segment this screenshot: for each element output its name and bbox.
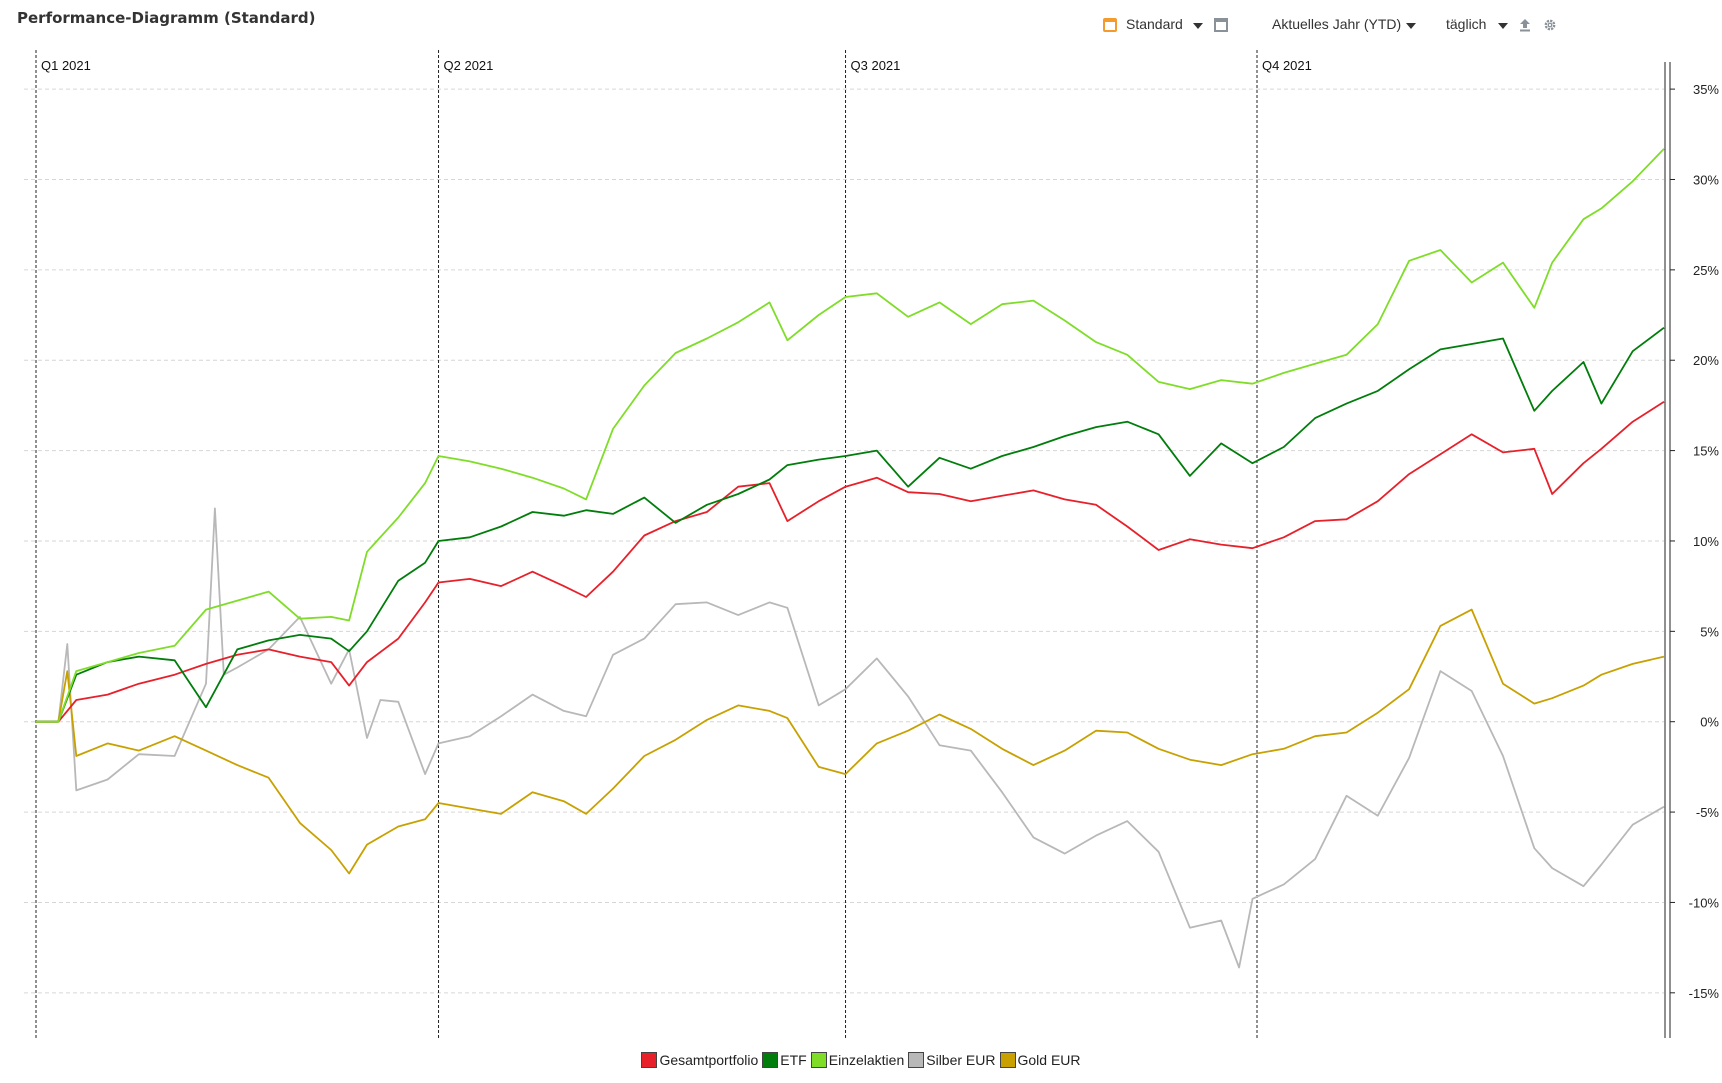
legend-label: Silber EUR <box>926 1052 996 1068</box>
grid-layer <box>24 88 1664 994</box>
window-icon[interactable] <box>1214 18 1228 32</box>
quarter-label: Q1 2021 <box>41 58 91 73</box>
y-tick-label: 15% <box>1693 444 1719 459</box>
performance-chart: Q1 2021 Q2 2021 Q3 2021 Q4 2021 35% 30% 25% 20… <box>24 50 1720 1038</box>
legend-label: Einzelaktien <box>828 1052 905 1068</box>
series-line-gold-eur[interactable] <box>36 608 1665 875</box>
legend-swatch <box>762 1052 779 1068</box>
series-line-silber-eur[interactable] <box>36 507 1665 969</box>
y-tick-label: 5% <box>1700 624 1719 639</box>
chevron-down-icon[interactable] <box>1498 23 1508 29</box>
y-tick-label: 30% <box>1693 172 1719 187</box>
quarter-label: Q2 2021 <box>444 58 494 73</box>
legend-item[interactable]: Einzelaktien <box>810 1052 905 1068</box>
y-tick-label: -10% <box>1689 895 1720 910</box>
chevron-down-icon[interactable] <box>1406 23 1416 29</box>
legend-item[interactable]: ETF <box>762 1052 807 1068</box>
legend-swatch <box>810 1052 827 1068</box>
y-tick-label: -15% <box>1689 986 1720 1001</box>
legend-swatch <box>908 1052 925 1068</box>
quarter-layer: Q1 2021 Q2 2021 Q3 2021 Q4 2021 <box>35 50 1312 1038</box>
quarter-label: Q3 2021 <box>851 58 901 73</box>
y-tick-label: -5% <box>1696 805 1720 820</box>
legend-item[interactable]: Gesamtportfolio <box>641 1052 758 1068</box>
gear-icon[interactable] <box>1543 18 1557 32</box>
legend-label: ETF <box>780 1052 807 1068</box>
series-line-etf[interactable] <box>36 326 1665 723</box>
legend-label: Gesamtportfolio <box>659 1052 759 1068</box>
legend-swatch <box>999 1052 1016 1068</box>
legend-item[interactable]: Gold EUR <box>999 1052 1081 1068</box>
y-tick-label: 25% <box>1693 263 1719 278</box>
series-layer <box>36 148 1665 969</box>
config-selector[interactable]: Standard <box>1126 16 1183 32</box>
period-selector[interactable]: Aktuelles Jahr (YTD) <box>1272 16 1402 32</box>
quarter-label: Q4 2021 <box>1262 58 1312 73</box>
series-line-gesamtportfolio[interactable] <box>36 401 1665 723</box>
chart-toolbar: Standard Aktuelles Jahr (YTD) täglich <box>0 14 1722 36</box>
interval-selector[interactable]: täglich <box>1446 16 1487 32</box>
y-tick-label: 20% <box>1693 353 1719 368</box>
chevron-down-icon[interactable] <box>1193 23 1203 29</box>
y-tick-label: 35% <box>1693 82 1719 97</box>
y-axis: 35% 30% 25% 20% 15% 10% 5% 0% -5% -10% -15% <box>1664 62 1720 1038</box>
chart-title: Performance-Diagramm (Standard) <box>17 9 316 27</box>
y-tick-label: 0% <box>1700 715 1719 730</box>
y-tick-label: 10% <box>1693 534 1719 549</box>
calendar-icon[interactable] <box>1103 18 1117 32</box>
series-line-einzelaktien[interactable] <box>36 148 1665 723</box>
export-icon[interactable] <box>1518 18 1532 32</box>
legend: Gesamtportfolio ETF Einzelaktien Silber EUR… <box>0 1052 1722 1071</box>
legend-item[interactable]: Silber EUR <box>908 1052 996 1068</box>
legend-label: Gold EUR <box>1017 1052 1081 1068</box>
legend-swatch <box>641 1052 658 1068</box>
